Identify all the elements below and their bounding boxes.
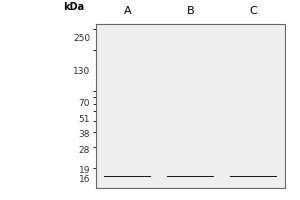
Text: 28: 28 (79, 146, 90, 155)
Text: 38: 38 (79, 130, 90, 139)
Bar (103, 176, 152, 177)
Text: 130: 130 (73, 67, 90, 76)
Bar (167, 176, 214, 177)
Text: A: A (124, 6, 131, 16)
Text: 16: 16 (79, 175, 90, 184)
Text: 250: 250 (73, 34, 90, 43)
Text: kDa: kDa (63, 2, 84, 12)
Text: 70: 70 (79, 99, 90, 108)
Text: 51: 51 (79, 115, 90, 124)
Text: 19: 19 (79, 166, 90, 175)
Text: B: B (187, 6, 194, 16)
Text: C: C (250, 6, 257, 16)
Bar (230, 176, 278, 177)
